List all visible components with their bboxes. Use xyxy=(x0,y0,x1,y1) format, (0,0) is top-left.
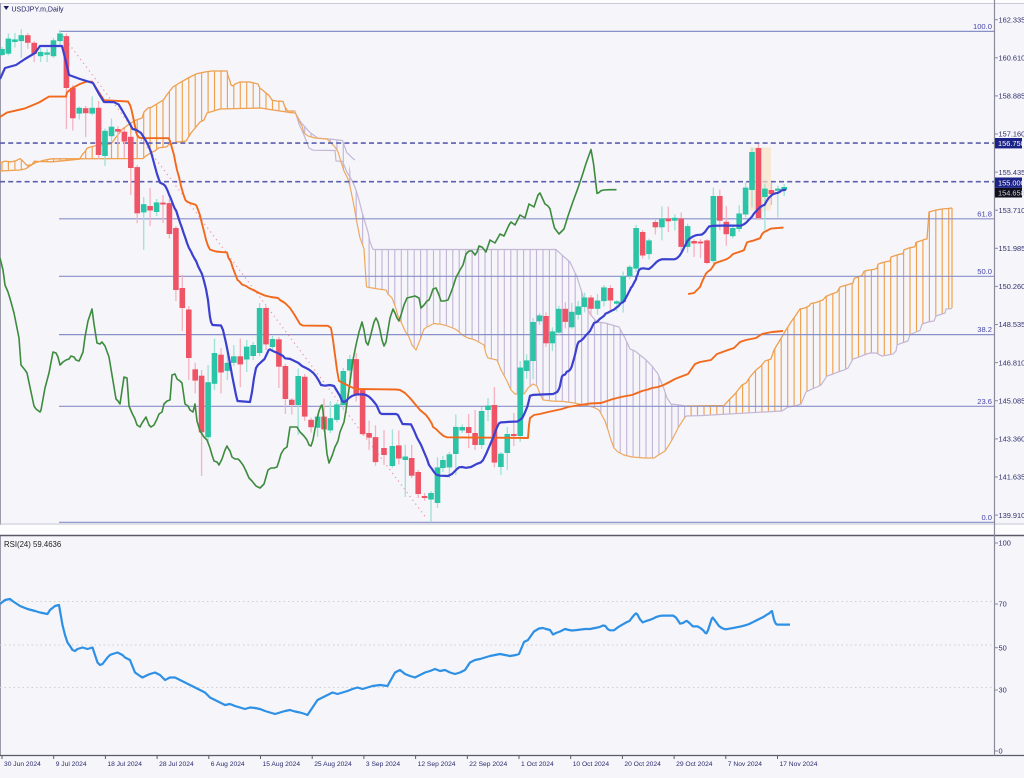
svg-text:162.335: 162.335 xyxy=(999,15,1024,24)
svg-text:18 Jul 2024: 18 Jul 2024 xyxy=(107,761,142,768)
svg-text:1 Oct 2024: 1 Oct 2024 xyxy=(521,761,554,768)
svg-text:9 Jul 2024: 9 Jul 2024 xyxy=(56,761,87,768)
svg-text:22 Sep 2024: 22 Sep 2024 xyxy=(469,761,507,768)
svg-text:20 Oct 2024: 20 Oct 2024 xyxy=(624,761,661,768)
svg-text:7 Nov 2024: 7 Nov 2024 xyxy=(728,761,762,768)
svg-text:156.750: 156.750 xyxy=(998,139,1024,148)
svg-text:146.810: 146.810 xyxy=(999,358,1024,367)
svg-text:25 Aug 2024: 25 Aug 2024 xyxy=(314,761,352,768)
svg-text:30 Jun 2024: 30 Jun 2024 xyxy=(4,761,41,768)
svg-text:154.658: 154.658 xyxy=(998,188,1024,197)
svg-text:100.0: 100.0 xyxy=(973,22,992,31)
svg-text:RSI(24) 59.4636: RSI(24) 59.4636 xyxy=(4,540,61,549)
svg-text:10 Oct 2024: 10 Oct 2024 xyxy=(573,761,610,768)
svg-text:150.260: 150.260 xyxy=(999,282,1024,291)
svg-text:141.635: 141.635 xyxy=(999,473,1024,482)
svg-text:0: 0 xyxy=(999,747,1003,756)
svg-text:23.6: 23.6 xyxy=(977,397,992,406)
svg-text:USDJPY.m,Daily: USDJPY.m,Daily xyxy=(12,6,64,13)
svg-text:29 Oct 2024: 29 Oct 2024 xyxy=(676,761,713,768)
svg-text:17 Nov 2024: 17 Nov 2024 xyxy=(780,761,818,768)
svg-text:70: 70 xyxy=(999,600,1007,609)
svg-text:38.2: 38.2 xyxy=(977,325,992,334)
svg-text:155.000: 155.000 xyxy=(998,179,1024,188)
svg-text:151.985: 151.985 xyxy=(999,244,1024,253)
svg-text:6 Aug 2024: 6 Aug 2024 xyxy=(211,761,245,768)
svg-text:61.8: 61.8 xyxy=(977,209,992,218)
svg-text:145.085: 145.085 xyxy=(999,396,1024,405)
svg-text:12 Sep 2024: 12 Sep 2024 xyxy=(418,761,456,768)
svg-text:155.435: 155.435 xyxy=(999,168,1024,177)
svg-text:30: 30 xyxy=(999,686,1007,695)
svg-text:3 Sep 2024: 3 Sep 2024 xyxy=(366,761,400,768)
svg-text:153.710: 153.710 xyxy=(999,206,1024,215)
svg-text:28 Jul 2024: 28 Jul 2024 xyxy=(159,761,194,768)
svg-text:158.885: 158.885 xyxy=(999,92,1024,101)
svg-text:15 Aug 2024: 15 Aug 2024 xyxy=(263,761,301,768)
svg-text:148.535: 148.535 xyxy=(999,320,1024,329)
svg-text:50: 50 xyxy=(999,643,1007,652)
svg-text:139.910: 139.910 xyxy=(999,511,1024,520)
svg-text:0.0: 0.0 xyxy=(981,513,992,522)
svg-text:100: 100 xyxy=(999,539,1011,548)
svg-text:157.160: 157.160 xyxy=(999,130,1024,139)
svg-text:50.0: 50.0 xyxy=(977,267,992,276)
svg-text:160.610: 160.610 xyxy=(999,54,1024,63)
svg-text:143.360: 143.360 xyxy=(999,435,1024,444)
